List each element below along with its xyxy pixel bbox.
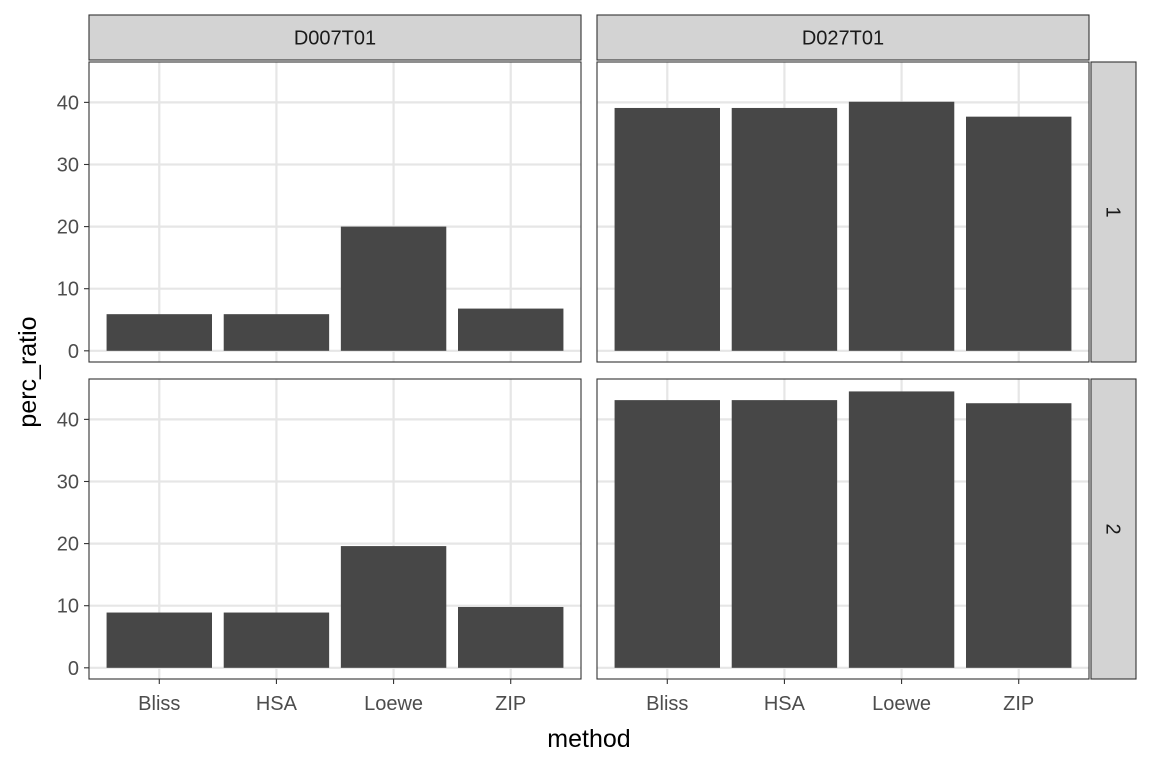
panel-d007t01-2: [88, 378, 582, 680]
x-tick-label-zip: ZIP: [1003, 693, 1034, 715]
bar-hsa: [223, 314, 330, 351]
y-axis-title: perc_ratio: [14, 316, 42, 427]
y-tick-label: 20: [57, 534, 79, 556]
bar-loewe: [340, 546, 447, 668]
row-strip-2: [1090, 378, 1137, 680]
y-tick-label: 0: [68, 341, 79, 363]
y-tick-label: 30: [57, 471, 79, 493]
y-tick-label: 30: [57, 154, 79, 176]
y-tick-label: 40: [57, 92, 79, 114]
x-tick-label-bliss: Bliss: [138, 693, 180, 715]
bar-zip: [966, 403, 1072, 668]
x-tick-label-loewe: Loewe: [364, 693, 423, 715]
panel-border: [88, 378, 582, 680]
x-tick-label-zip: ZIP: [495, 693, 526, 715]
bar-zip: [458, 606, 564, 668]
panel-d007t01-1: [88, 61, 582, 363]
col-strip-label-d007t01: D007T01: [294, 28, 376, 50]
bar-bliss: [614, 400, 720, 668]
bar-bliss: [106, 612, 212, 668]
bar-bliss: [614, 107, 720, 351]
panel-d027t01-1: [596, 61, 1090, 363]
x-axis-title: method: [547, 725, 630, 753]
facet-panels: [88, 61, 1090, 680]
bar-loewe: [848, 101, 955, 351]
x-tick-label-bliss: Bliss: [646, 693, 688, 715]
col-strip-d007t01: [88, 14, 582, 61]
bar-loewe: [340, 226, 447, 351]
y-tick-label: 10: [57, 279, 79, 301]
x-tick-label-hsa: HSA: [256, 693, 298, 715]
y-tick-label: 10: [57, 596, 79, 618]
facet-strips: D007T01 D027T01 1 2: [88, 14, 1137, 680]
x-tick-label-hsa: HSA: [764, 693, 806, 715]
col-strip-label-d027t01: D027T01: [802, 28, 884, 50]
col-strip-d027t01: [596, 14, 1090, 61]
y-tick-label: 20: [57, 217, 79, 239]
bar-hsa: [223, 612, 330, 668]
x-tick-label-loewe: Loewe: [872, 693, 931, 715]
panel-d027t01-2: [596, 378, 1090, 680]
bar-zip: [458, 308, 564, 351]
panel-border: [596, 378, 1090, 680]
row-strip-1: [1090, 61, 1137, 363]
y-axes: 0 10 20 30 40 0 10 20 30 40: [57, 92, 89, 680]
bar-hsa: [731, 400, 838, 668]
y-tick-label: 40: [57, 409, 79, 431]
bar-zip: [966, 116, 1072, 351]
bar-hsa: [731, 107, 838, 351]
bar-loewe: [848, 391, 955, 668]
bar-bliss: [106, 314, 212, 351]
y-tick-label: 0: [68, 658, 79, 680]
row-strip-label-1: 1: [1102, 206, 1124, 217]
panel-border: [88, 61, 582, 363]
x-axes: Bliss HSA Loewe ZIP Bliss HSA Loewe ZIP: [138, 679, 1034, 715]
row-strip-label-2: 2: [1102, 523, 1124, 534]
panel-border: [596, 61, 1090, 363]
